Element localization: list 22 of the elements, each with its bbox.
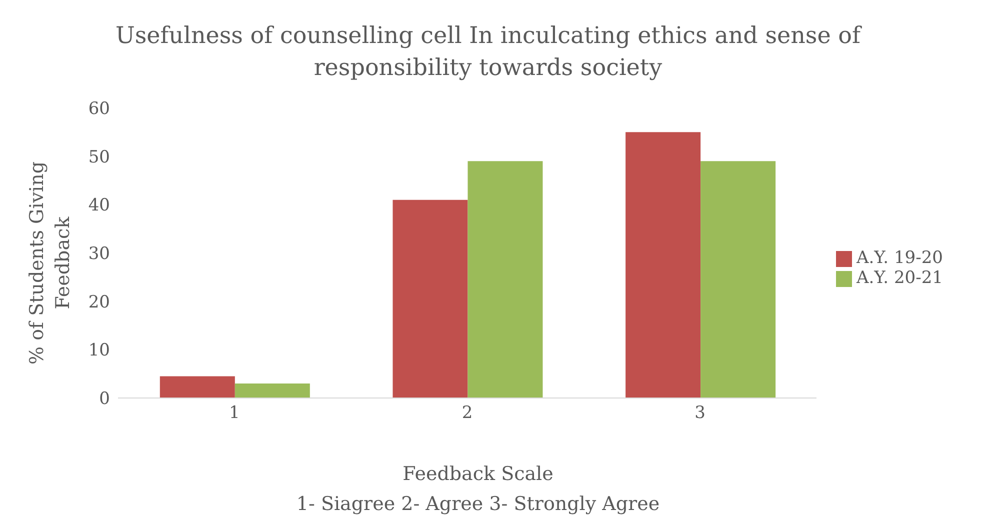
y-tick-label: 60 xyxy=(88,99,110,120)
y-tick-label: 0 xyxy=(99,389,110,410)
x-tick-label: 3 xyxy=(694,403,706,424)
x-axis-title: Feedback Scale xyxy=(402,463,554,485)
y-tick-label: 40 xyxy=(88,196,110,216)
y-tick-label: 10 xyxy=(88,340,110,361)
y-tick-label: 30 xyxy=(88,244,110,264)
legend-label: A.Y. 20-21 xyxy=(856,268,943,288)
text: 1- Siagree 2- Agree 3- Strongly Agree xyxy=(295,493,661,515)
chart-title: Usefulness of counselling cell In inculcating ethics and sense of responsibility towards society xyxy=(114,22,863,83)
x-tick-label: 1 xyxy=(228,403,240,424)
bar xyxy=(234,384,310,398)
bar xyxy=(626,132,701,398)
bar xyxy=(468,161,543,398)
bar xyxy=(700,161,776,398)
x-tick-label: 2 xyxy=(462,403,473,424)
y-axis-title: % of Students Giving Feedback xyxy=(25,161,75,365)
bar xyxy=(392,200,468,398)
legend-label: A.Y. 19-20 xyxy=(856,248,943,268)
y-tick-label: 50 xyxy=(88,147,110,168)
y-tick-label: 20 xyxy=(88,292,110,312)
bar xyxy=(160,376,235,398)
